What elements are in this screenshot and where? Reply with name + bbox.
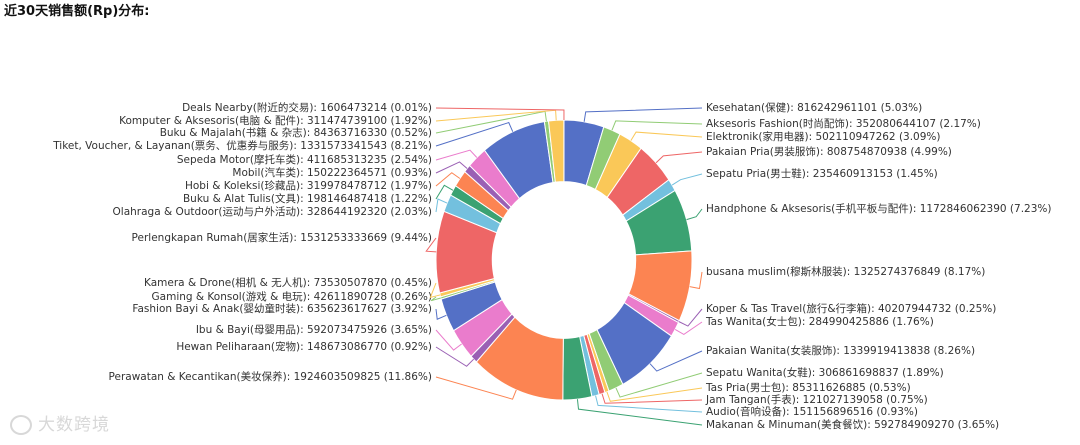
slice-label: Koper & Tas Travel(旅行&行李箱): 40207944732 … bbox=[706, 302, 996, 315]
slice-leader-line bbox=[576, 399, 703, 426]
slice-leader-line bbox=[606, 387, 703, 402]
slice-label: Buku & Majalah(书籍 & 杂志): 84363716330 (0.… bbox=[160, 126, 432, 139]
slice-leader-line bbox=[615, 372, 703, 398]
watermark: 大数跨境 bbox=[10, 410, 110, 435]
slice-leader-line bbox=[425, 237, 437, 253]
slice-leader-line bbox=[430, 296, 441, 302]
slice-label: Ibu & Bayi(母婴用品): 592073475926 (3.65%) bbox=[196, 324, 432, 336]
slice-label: Perawatan & Kecantikan(美妆保养): 1924603509… bbox=[109, 370, 432, 383]
slice-leader-line bbox=[583, 107, 703, 122]
slice-label: Sepeda Motor(摩托车类): 411685313235 (2.54%) bbox=[177, 153, 432, 166]
slice-leader-line bbox=[674, 321, 703, 335]
slice-leader-line bbox=[601, 393, 703, 404]
slice-leader-line bbox=[595, 395, 703, 413]
slice-label: Elektronik(家用电器): 502110947262 (3.09%) bbox=[706, 130, 941, 143]
slice-leader-line bbox=[435, 308, 447, 320]
slice-label: Tas Wanita(女士包): 284990425886 (1.76%) bbox=[705, 315, 934, 328]
slice-label: Pakaian Wanita(女装服饰): 1339919413838 (8.2… bbox=[706, 344, 975, 357]
slice-label: Pakaian Pria(男装服饰): 808754870938 (4.99%) bbox=[706, 145, 952, 158]
slice-leader-line bbox=[435, 184, 454, 200]
slice-leader-line bbox=[435, 109, 557, 122]
slice-label: Perlengkapan Rumah(居家生活): 1531253333669 … bbox=[132, 231, 432, 244]
slice-label: Mobil(汽车类): 150222364571 (0.93%) bbox=[232, 166, 432, 179]
slice-leader-line bbox=[429, 282, 441, 299]
slice-leader-line bbox=[435, 161, 468, 174]
slice-label: Hobi & Koleksi(珍藏品): 319978478712 (1.97%… bbox=[185, 180, 432, 192]
slice-label: Sepatu Pria(男士鞋): 235460913153 (1.45%) bbox=[706, 167, 938, 180]
slice-label: Deals Nearby(附近的交易): 1606473214 (0.01%) bbox=[182, 101, 432, 114]
slice-leader-line bbox=[435, 198, 448, 213]
slice-label: Kesehatan(保健): 816242961101 (5.03%) bbox=[706, 101, 922, 114]
slice-leader-line bbox=[649, 350, 703, 372]
slice-label: Komputer & Aksesoris(电脑 & 配件): 311474739… bbox=[119, 114, 432, 127]
slice-leader-line bbox=[678, 308, 703, 327]
slice-leader-line bbox=[435, 172, 461, 187]
slice-leader-line bbox=[435, 149, 478, 161]
slice-leader-line bbox=[671, 173, 703, 186]
slice-label: Hewan Peliharaan(宠物): 148673086770 (0.92… bbox=[176, 340, 432, 353]
slice-leader-line bbox=[686, 208, 703, 221]
chart-title: 近30天销售额(Rp)分布: bbox=[4, 4, 150, 19]
slice-label: Aksesoris Fashion(时尚配饰): 352080644107 (2… bbox=[706, 117, 981, 130]
slice-label: Tiket, Voucher, & Layanan(票务、优惠券与服务): 13… bbox=[52, 139, 432, 152]
slice-label: Audio(音响设备): 151156896516 (0.93%) bbox=[706, 405, 918, 418]
slice-leader-line bbox=[611, 120, 703, 131]
slice-label: Jam Tangan(手表): 121027139058 (0.75%) bbox=[705, 393, 928, 406]
slice-leader-line bbox=[655, 151, 703, 164]
slice-label: Buku & Alat Tulis(文具): 198146487418 (1.2… bbox=[183, 192, 432, 205]
slice-label: Handphone & Aksesoris(手机平板与配件): 11728460… bbox=[706, 202, 1051, 215]
watermark-logo-icon bbox=[10, 415, 32, 435]
slice-label: Tas Pria(男士包): 85311626885 (0.53%) bbox=[705, 381, 911, 394]
slice-label: Olahraga & Outdoor(运动与户外活动): 32864419232… bbox=[113, 205, 432, 218]
slice-leader-line bbox=[435, 376, 517, 400]
slice-label: Kamera & Drone(相机 & 无人机): 73530507870 (0… bbox=[144, 276, 432, 289]
slice-label: Fashion Bayi & Anak(婴幼童时装): 635623617627… bbox=[132, 302, 432, 315]
slice-label: Gaming & Konsol(游戏 & 电玩): 42611890728 (0… bbox=[152, 290, 432, 303]
slice-leader-line bbox=[630, 131, 703, 141]
slice-label: Sepatu Wanita(女鞋): 306861698837 (1.89%) bbox=[706, 366, 944, 379]
slice-label: Makanan & Minuman(美食餐饮): 592784909270 (3… bbox=[706, 418, 999, 431]
slice-leader-line bbox=[435, 346, 475, 367]
slice-label: busana muslim(穆斯林服装): 1325274376849 (8.1… bbox=[706, 265, 985, 278]
slice-leader-line bbox=[689, 271, 703, 290]
slice-leader-line bbox=[435, 107, 565, 121]
slice-leader-line bbox=[435, 329, 462, 351]
watermark-text: 大数跨境 bbox=[38, 415, 110, 435]
slice-leader-line bbox=[435, 121, 514, 147]
